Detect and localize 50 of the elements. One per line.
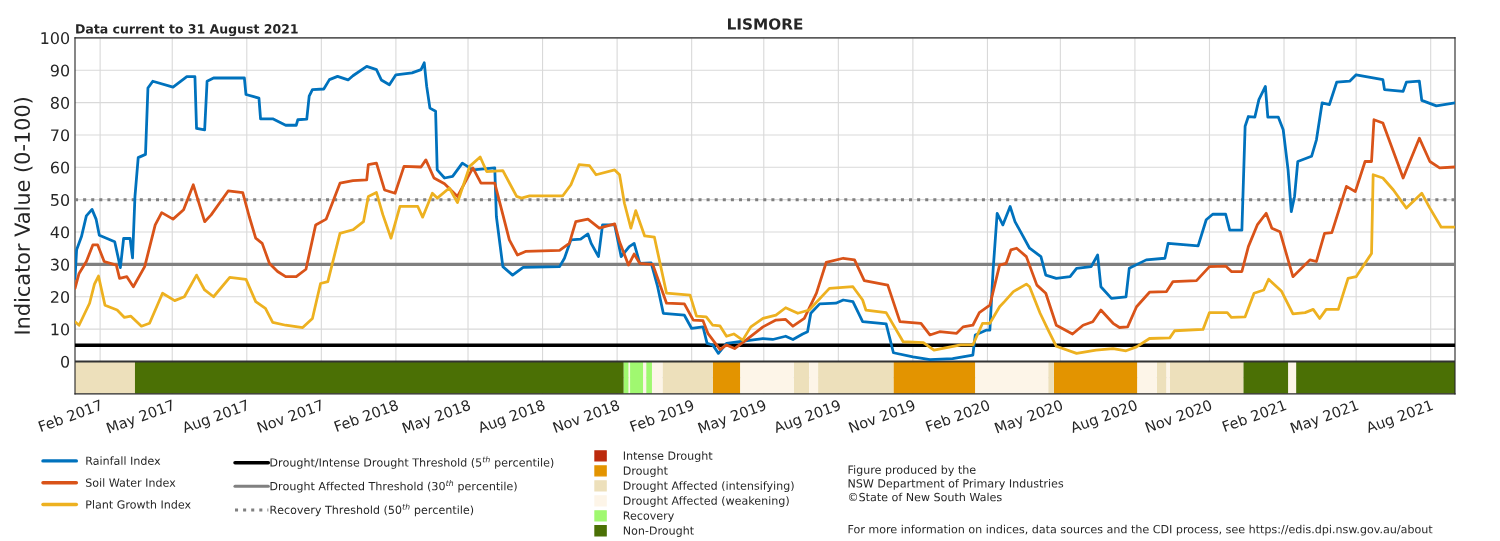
x-tick-label: Feb 2019 — [629, 399, 695, 432]
x-tick-label: Aug 2018 — [476, 399, 547, 436]
y-axis-title: Indicator Value (0-100) — [13, 97, 33, 334]
x-tick-label: Aug 2019 — [772, 399, 843, 436]
text: Figure produced by the NSW Department of Primary Industries ©State of New South Wales — [848, 465, 1064, 502]
x-tick-label: May 2019 — [697, 399, 768, 437]
y-tick-label: 70 — [51, 129, 70, 142]
y-tick-label: 60 — [50, 161, 70, 174]
x-tick-label: May 2020 — [994, 399, 1065, 437]
x-tick-label: Aug 2020 — [1069, 399, 1139, 436]
y-tick-label: 40 — [50, 226, 70, 239]
y-tick-label: 100 — [41, 32, 70, 45]
text: For more information on indices, data sources and the CDI process, see https://edis.dpi.nsw.gov.au/about — [848, 524, 1433, 536]
x-tick-label: Feb 2020 — [925, 399, 991, 432]
line-series — [75, 155, 1455, 355]
x-tick-label: Nov 2020 — [1144, 399, 1213, 433]
x-tick-label: Aug 2017 — [181, 399, 251, 436]
chart-title: LISMORE — [728, 18, 803, 30]
legend-label: Drought Affected (intensifying) — [623, 481, 794, 492]
legend-label: Recovery — [623, 511, 674, 522]
y-tick-label: 20 — [50, 290, 70, 304]
legend-label: Drought Affected Threshold (30$^{th}$ percentile) — [270, 479, 517, 493]
x-tick-label: Nov 2017 — [256, 399, 325, 433]
legend-label: Recovery Threshold (50$^{th}$ percentile) — [270, 503, 474, 517]
x-tick-label: May 2017 — [106, 399, 176, 437]
text: Intense Drought — [623, 451, 713, 462]
y-tick-label: 90 — [50, 64, 70, 77]
x-tick-label: Feb 2018 — [333, 399, 399, 432]
x-tick-label: Feb 2017 — [37, 399, 103, 432]
legend-label: Drought — [623, 466, 668, 477]
line-series — [75, 118, 1455, 351]
chart-subtitle: Data current to 31 August 2021 — [76, 24, 298, 37]
x-tick-label: Feb 2021 — [1221, 399, 1287, 432]
x-tick-label: Nov 2018 — [552, 399, 621, 433]
legend-label: Drought Affected (weakening) — [623, 496, 789, 507]
legend-label: Plant Growth Index — [86, 500, 191, 509]
legend-label: Rainfall Index — [86, 456, 161, 465]
y-tick-label: 10 — [51, 323, 70, 336]
y-tick-label: 50 — [51, 193, 70, 206]
legend-label: Non-Drought — [623, 526, 694, 537]
y-tick-label: 0 — [61, 355, 70, 368]
y-tick-label: 80 — [50, 96, 70, 109]
legend-label: Soil Water Index — [85, 478, 176, 487]
legend-label: Drought/Intense Drought Threshold (5$^{th}$ percentile) — [270, 456, 554, 469]
y-tick-label: 30 — [51, 258, 70, 271]
x-tick-label: May 2018 — [401, 399, 472, 437]
x-tick-label: Nov 2019 — [848, 399, 916, 433]
x-tick-label: May 2021 — [1290, 399, 1360, 437]
line-series — [75, 61, 1455, 361]
x-tick-label: Aug 2021 — [1364, 399, 1435, 436]
